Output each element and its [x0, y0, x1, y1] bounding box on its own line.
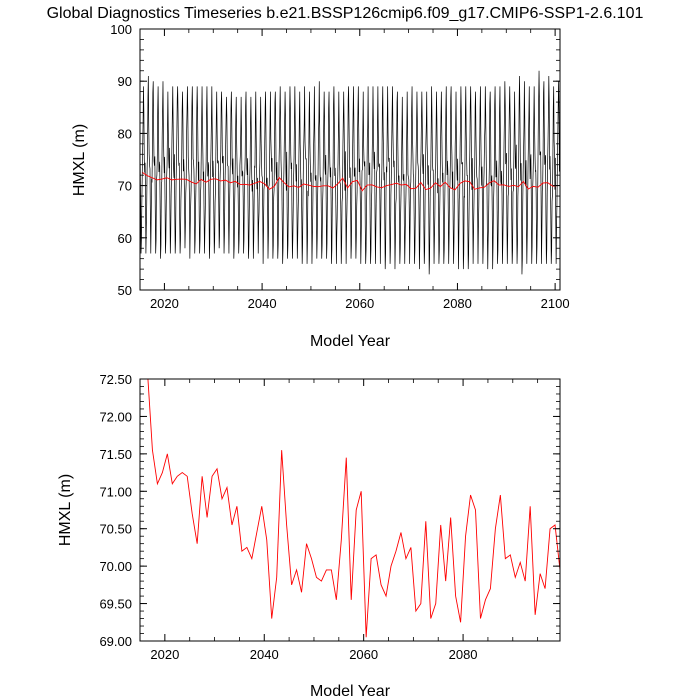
top-ylabel: HMXL (m)	[71, 124, 88, 196]
y-tick-label: 70.50	[99, 522, 132, 537]
x-tick-label: 2060	[345, 296, 374, 311]
top-panel: 2020 2040 2060 2080 2100 50 60 70 80 90 100 Model …	[71, 22, 570, 350]
y-tick-label: 80	[118, 126, 132, 141]
annual-mean-line-top	[142, 172, 558, 192]
y-tick-label: 70	[118, 179, 132, 194]
bottom-panel: 2020 2040 2060 2080 69.00 69.50 70.00 70.50 71.0…	[57, 372, 561, 700]
y-tick-label: 50	[118, 283, 132, 298]
y-tick-label: 69.50	[99, 597, 132, 612]
y-tick-label: 60	[118, 231, 132, 246]
y-tick-label: 100	[110, 22, 132, 37]
bottom-annual-series	[142, 379, 560, 638]
x-tick-label: 2080	[449, 647, 478, 662]
top-plot-frame	[139, 28, 561, 291]
bottom-xlabel: Model Year	[310, 683, 391, 700]
annual-mean-line-bottom	[142, 379, 560, 638]
x-tick-label: 2100	[541, 296, 570, 311]
x-tick-label: 2040	[250, 647, 279, 662]
y-tick-label: 72.00	[99, 409, 132, 424]
y-tick-label: 71.50	[99, 447, 132, 462]
x-tick-label: 2060	[349, 647, 378, 662]
top-ticks: 2020 2040 2060 2080 2100 50 60 70 80 90 100	[110, 22, 569, 311]
x-tick-label: 2080	[443, 296, 472, 311]
y-tick-label: 69.00	[99, 634, 132, 649]
y-tick-label: 70.00	[99, 559, 132, 574]
x-tick-label: 2020	[150, 647, 179, 662]
x-tick-label: 2040	[248, 296, 277, 311]
figure-title: Global Diagnostics Timeseries b.e21.BSSP…	[47, 5, 644, 22]
y-tick-label: 72.50	[99, 372, 132, 387]
y-tick-label: 90	[118, 74, 132, 89]
top-annual-series	[142, 172, 558, 192]
top-xlabel: Model Year	[310, 333, 391, 350]
bottom-ticks: 2020 2040 2060 2080 69.00 69.50 70.00 70.50 71.0…	[99, 372, 560, 662]
x-tick-label: 2020	[150, 296, 179, 311]
top-monthly-series	[139, 70, 561, 275]
bottom-ylabel: HMXL (m)	[57, 474, 74, 546]
bottom-plot-frame	[139, 378, 561, 642]
y-tick-label: 71.00	[99, 484, 132, 499]
monthly-series-line	[139, 70, 561, 275]
